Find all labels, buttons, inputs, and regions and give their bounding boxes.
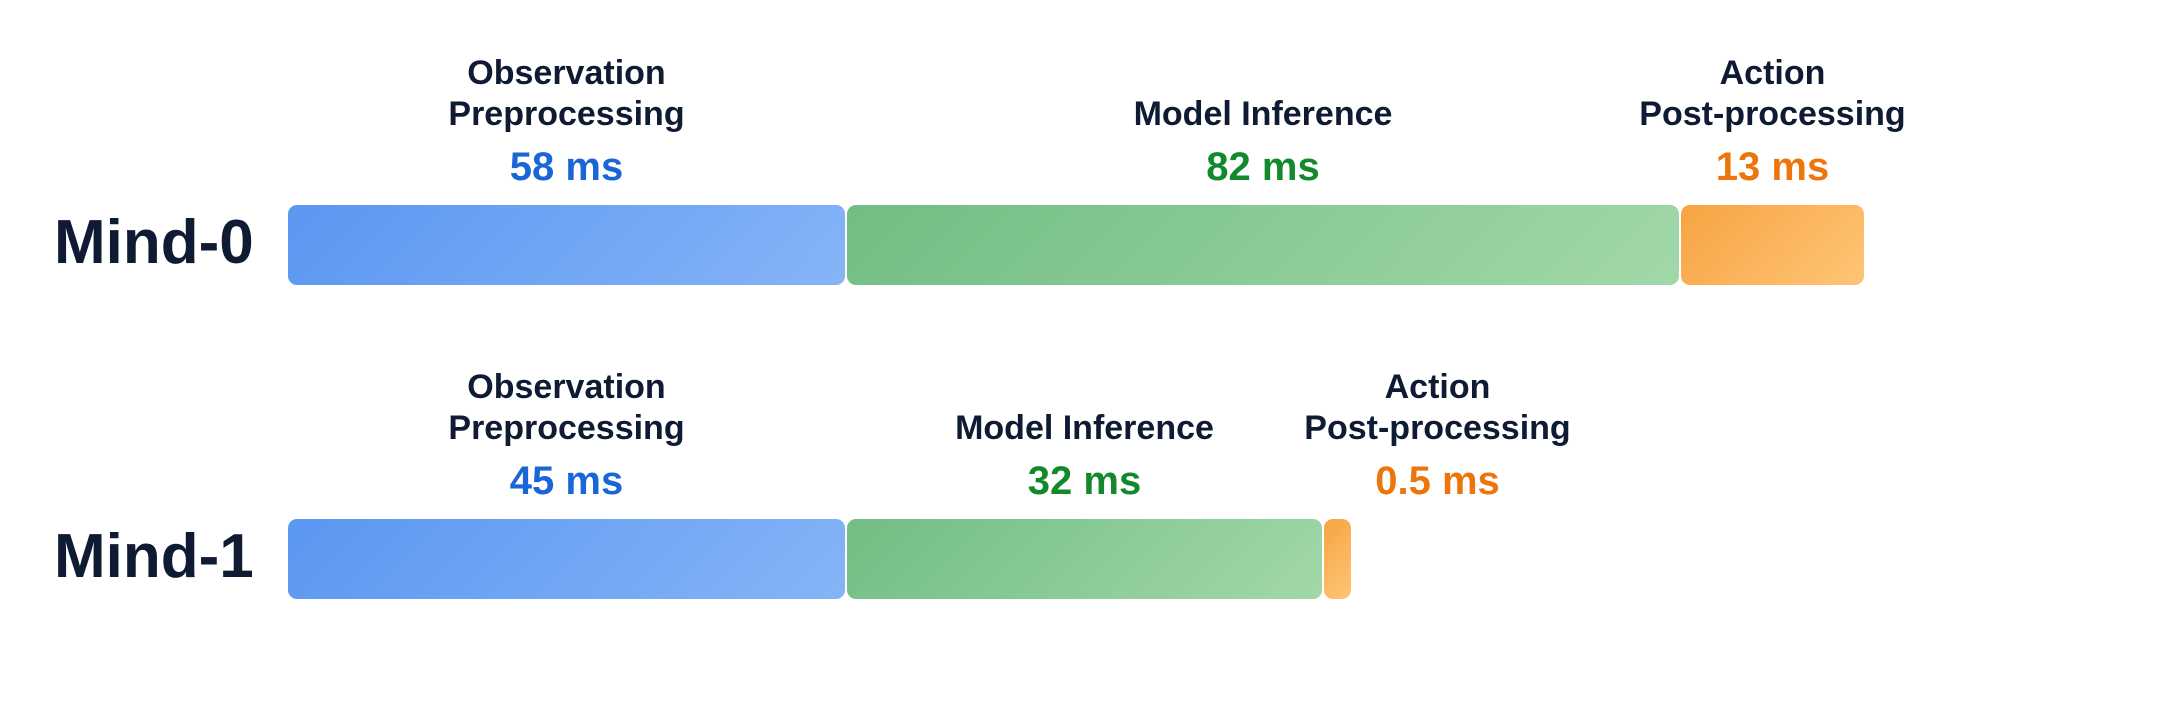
bar-segment-action-post-processing xyxy=(1681,205,1864,285)
stage-name-label: Observation Preprocessing xyxy=(448,54,685,133)
stage-name-label: Model Inference xyxy=(1133,95,1393,133)
stage-value-label: 82 ms xyxy=(1206,145,1320,189)
stage-value-label: 45 ms xyxy=(509,459,624,503)
stage-name-label: Observation Preprocessing xyxy=(448,368,685,447)
stage-value-label: 58 ms xyxy=(509,145,624,189)
bar-segment-action-post-processing xyxy=(1324,519,1351,599)
bar-segment-model-inference xyxy=(847,519,1322,599)
stage-value-label: 32 ms xyxy=(1027,459,1142,503)
stage-name-label: Action Post-processing xyxy=(1639,54,1906,133)
bar-segment-model-inference xyxy=(847,205,1679,285)
row-label-mind-0: Mind-0 xyxy=(54,208,254,277)
bar-segment-observation-preprocessing xyxy=(288,519,845,599)
stage-name-label: Action Post-processing xyxy=(1304,368,1571,447)
stage-name-label: Model Inference xyxy=(955,409,1214,447)
bar-segment-observation-preprocessing xyxy=(288,205,845,285)
stage-value-label: 13 ms xyxy=(1715,145,1830,189)
stage-value-label: 0.5 ms xyxy=(1375,459,1500,503)
row-label-mind-1: Mind-1 xyxy=(54,522,254,591)
